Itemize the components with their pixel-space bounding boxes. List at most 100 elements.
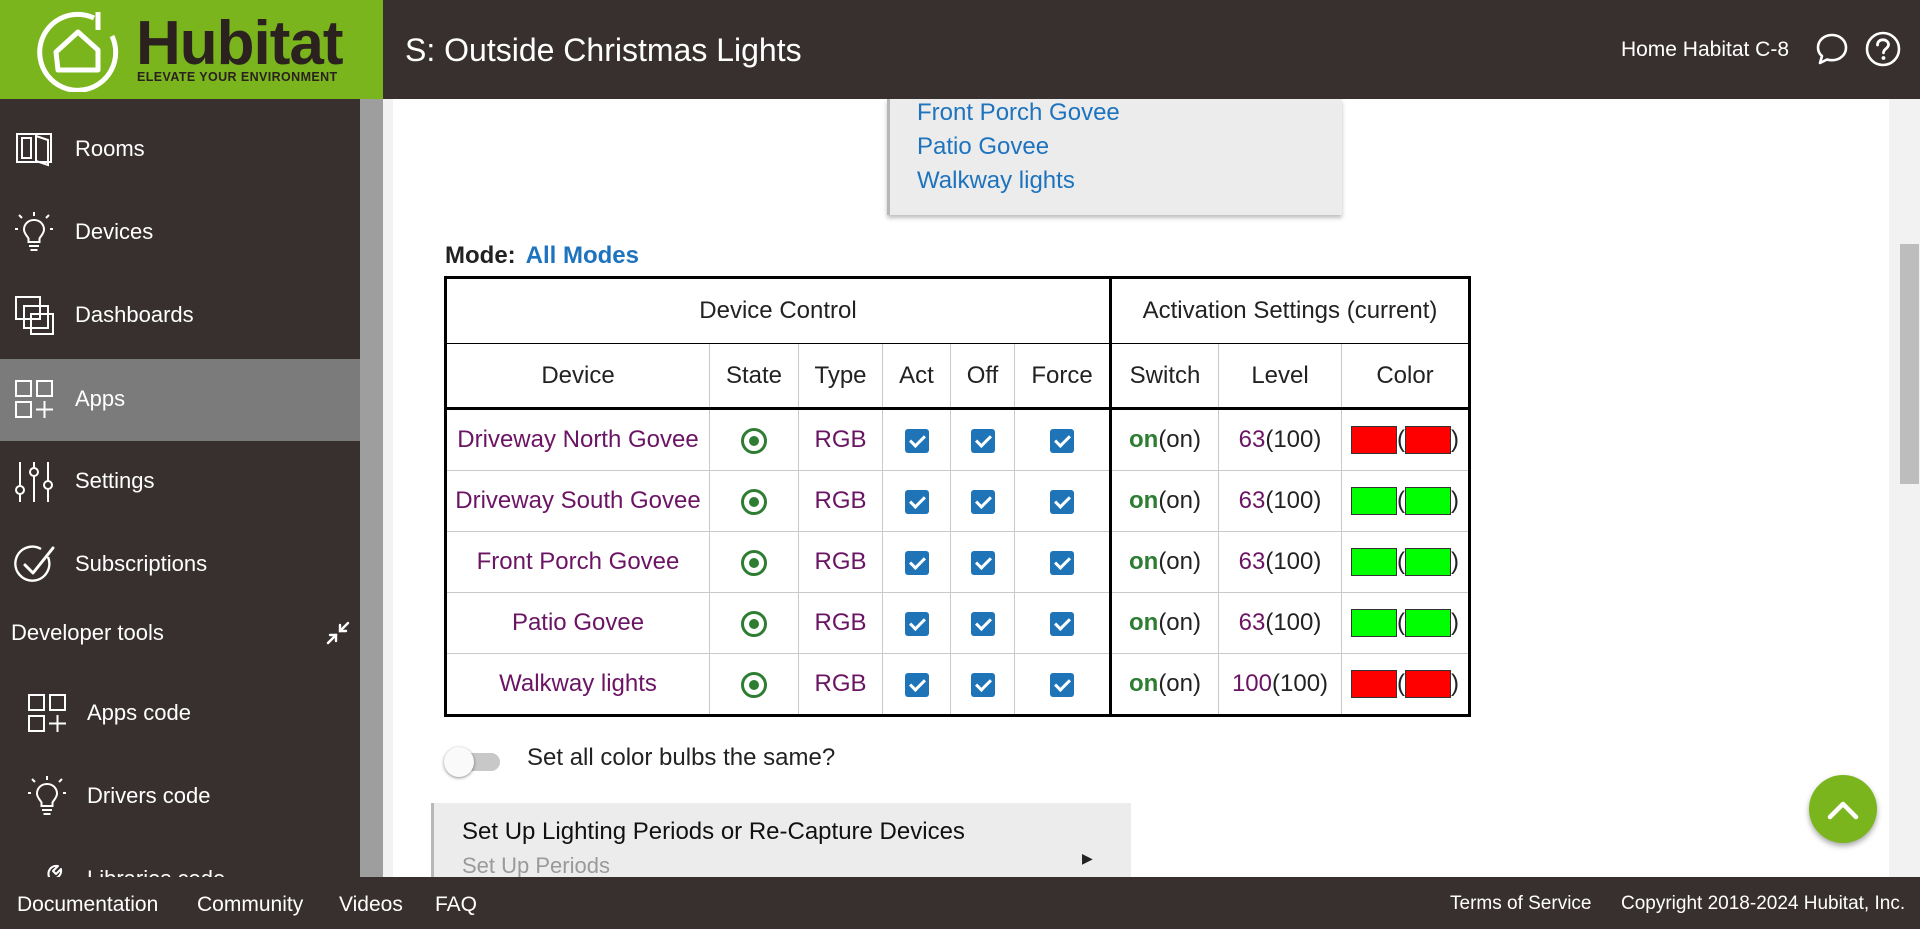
act-checkbox[interactable] xyxy=(904,550,929,575)
device-list-item: Front Porch Govee xyxy=(917,99,1120,126)
color-cell[interactable]: () xyxy=(1341,470,1470,532)
footer-link-videos[interactable]: Videos xyxy=(339,893,403,916)
selected-devices-list[interactable]: Front Porch Govee Patio Govee Walkway li… xyxy=(887,99,1342,215)
level-value: 100 xyxy=(1231,670,1272,697)
switch-value: on xyxy=(1128,548,1159,575)
column-header: Switch xyxy=(1110,343,1219,410)
force-cell xyxy=(1014,531,1112,593)
table-row: Front Porch Govee RGB on(on) 63(100) () xyxy=(445,531,1470,593)
developer-tools-heading[interactable]: Developer tools xyxy=(11,620,164,645)
sidebar-item-settings[interactable]: Settings xyxy=(0,441,360,523)
chat-icon[interactable] xyxy=(1815,32,1849,66)
act-checkbox[interactable] xyxy=(904,428,929,453)
type-cell: RGB xyxy=(798,470,883,532)
footer-link-documentation[interactable]: Documentation xyxy=(17,893,159,916)
sidebar-item-apps-code[interactable]: Apps code xyxy=(0,673,360,755)
state-active-icon xyxy=(741,610,767,637)
lighting-periods-section[interactable]: Set Up Lighting Periods or Re-Capture De… xyxy=(431,803,1131,877)
sidebar-item-libraries-code[interactable]: Libraries code xyxy=(0,839,360,877)
level-cell[interactable]: 63(100) xyxy=(1218,408,1342,471)
state-active-icon xyxy=(741,549,767,576)
act-checkbox[interactable] xyxy=(904,672,929,697)
act-checkbox[interactable] xyxy=(904,489,929,514)
sidebar-item-devices[interactable]: Devices xyxy=(0,192,360,274)
device-name-link[interactable]: Driveway South Govee xyxy=(445,470,710,532)
hub-name[interactable]: Home Habitat C-8 xyxy=(1620,38,1789,61)
sidebar-item-dashboards[interactable]: Dashboards xyxy=(0,275,360,357)
level-cell[interactable]: 63(100) xyxy=(1218,592,1342,654)
level-value: 63 xyxy=(1238,609,1266,636)
state-active-icon xyxy=(741,671,767,698)
level-cell[interactable]: 63(100) xyxy=(1218,531,1342,593)
footer-link-faq[interactable]: FAQ xyxy=(435,893,478,916)
sidebar-item-apps[interactable]: Apps xyxy=(0,359,360,441)
sidebar-scrollbar[interactable] xyxy=(360,99,383,877)
switch-cell[interactable]: on(on) xyxy=(1110,408,1219,471)
off-checkbox[interactable] xyxy=(970,428,995,453)
force-checkbox[interactable] xyxy=(1050,611,1074,636)
act-cell xyxy=(882,408,951,471)
type-cell: RGB xyxy=(798,653,883,716)
act-cell xyxy=(882,470,951,532)
level-current: (100) xyxy=(1265,426,1322,453)
level-cell[interactable]: 100(100) xyxy=(1218,653,1342,716)
device-control-header: Device Control xyxy=(445,277,1112,344)
color-cell[interactable]: () xyxy=(1341,592,1470,654)
terms-of-service-link[interactable]: Terms of Service xyxy=(1450,893,1592,914)
sidebar-item-drivers-code[interactable]: Drivers code xyxy=(0,756,360,838)
column-header: Act xyxy=(882,343,951,410)
device-name-link[interactable]: Driveway North Govee xyxy=(445,408,710,471)
sidebar-item-subscriptions[interactable]: Subscriptions xyxy=(0,524,360,606)
color-cell[interactable]: () xyxy=(1341,531,1470,593)
check-circle-icon xyxy=(14,545,55,582)
switch-cell[interactable]: on(on) xyxy=(1110,592,1219,654)
off-checkbox[interactable] xyxy=(970,489,995,514)
top-bar: S: Outside Christmas Lights Home Habitat… xyxy=(383,0,1920,99)
same-color-toggle[interactable] xyxy=(444,747,502,777)
column-header: Color xyxy=(1341,343,1470,410)
dashboards-icon xyxy=(15,296,54,335)
color-swatch xyxy=(1351,426,1397,455)
act-cell xyxy=(882,592,951,654)
device-list-item: Walkway lights xyxy=(917,167,1075,194)
act-checkbox[interactable] xyxy=(904,611,929,636)
level-cell[interactable]: 63(100) xyxy=(1218,470,1342,532)
switch-cell[interactable]: on(on) xyxy=(1110,653,1219,716)
scroll-to-top-button[interactable] xyxy=(1809,775,1877,843)
sidebar: Rooms Devices Dashboards Apps xyxy=(0,99,360,877)
footer-link-community[interactable]: Community xyxy=(197,893,304,916)
help-icon[interactable] xyxy=(1864,30,1902,68)
app-card: Front Porch Govee Patio Govee Walkway li… xyxy=(393,99,1889,877)
force-checkbox[interactable] xyxy=(1050,428,1074,453)
device-name-link[interactable]: Patio Govee xyxy=(445,592,710,654)
bulb-icon xyxy=(28,776,66,815)
off-cell xyxy=(950,531,1015,593)
wrench-icon xyxy=(47,864,63,877)
force-checkbox[interactable] xyxy=(1050,550,1074,575)
switch-cell[interactable]: on(on) xyxy=(1110,470,1219,532)
main-scrollbar[interactable] xyxy=(1896,99,1920,877)
level-current: (100) xyxy=(1265,548,1322,575)
switch-current: (on) xyxy=(1158,609,1201,636)
hubitat-logo[interactable]: Hubitat ELEVATE YOUR ENVIRONMENT xyxy=(0,0,383,99)
device-name-link[interactable]: Walkway lights xyxy=(445,653,710,716)
color-cell[interactable]: () xyxy=(1341,408,1470,471)
force-checkbox[interactable] xyxy=(1050,489,1074,514)
off-checkbox[interactable] xyxy=(970,672,995,697)
table-row: Patio Govee RGB on(on) 63(100) () xyxy=(445,592,1470,654)
switch-cell[interactable]: on(on) xyxy=(1110,531,1219,593)
state-cell xyxy=(709,653,799,716)
main-scrollbar-thumb[interactable] xyxy=(1900,244,1919,484)
off-checkbox[interactable] xyxy=(970,611,995,636)
mode-value-link[interactable]: All Modes xyxy=(525,242,639,269)
color-cell[interactable]: () xyxy=(1341,653,1470,716)
force-checkbox[interactable] xyxy=(1050,672,1074,697)
device-name-link[interactable]: Front Porch Govee xyxy=(445,531,710,593)
collapse-icon[interactable] xyxy=(326,621,350,645)
bulb-icon xyxy=(15,212,53,251)
off-checkbox[interactable] xyxy=(970,550,995,575)
footer: Documentation Community Videos FAQ Terms… xyxy=(0,877,1920,929)
state-active-icon xyxy=(741,488,767,515)
sidebar-item-rooms[interactable]: Rooms xyxy=(0,109,360,191)
level-value: 63 xyxy=(1238,487,1266,514)
